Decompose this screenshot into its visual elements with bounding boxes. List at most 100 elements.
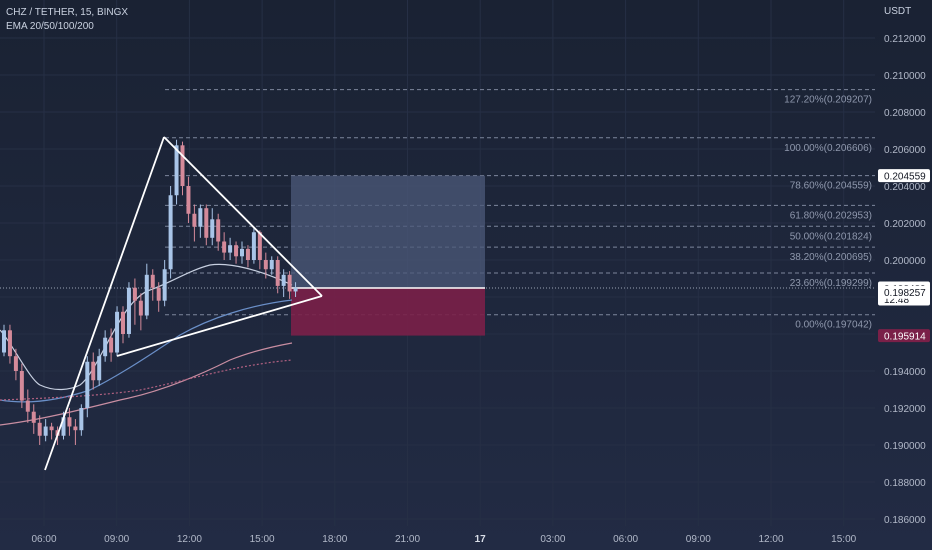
candle-body bbox=[216, 219, 221, 242]
time-tick: 15:00 bbox=[831, 534, 856, 545]
time-tick: 18:00 bbox=[322, 534, 347, 545]
ema-100-line bbox=[0, 342, 293, 426]
candle-body bbox=[31, 411, 36, 423]
price-tick: 0.208000 bbox=[884, 108, 926, 119]
candle-body bbox=[67, 417, 72, 427]
long-position-tool[interactable] bbox=[291, 175, 485, 336]
price-tick: 0.210000 bbox=[884, 71, 926, 82]
price-tick: 0.212000 bbox=[884, 34, 926, 45]
candle-body bbox=[228, 245, 233, 253]
candle-body bbox=[37, 422, 42, 436]
chart-legend: CHZ / TETHER, 15, BINGX EMA 20/50/100/20… bbox=[6, 6, 128, 34]
target-price-badge-bg bbox=[878, 169, 930, 183]
symbol-title[interactable]: CHZ / TETHER, 15, BINGX bbox=[6, 7, 129, 18]
candle-body bbox=[210, 219, 215, 238]
triangle-lower-line bbox=[116, 295, 323, 357]
time-tick: 12:00 bbox=[758, 534, 783, 545]
indicator-title[interactable]: EMA 20/50/100/200 bbox=[6, 21, 94, 32]
candle-body bbox=[150, 274, 155, 288]
candle-body bbox=[43, 426, 48, 436]
candle-body bbox=[168, 195, 173, 270]
stop-price-badge-bg bbox=[878, 329, 930, 343]
time-tick: 06:00 bbox=[31, 534, 56, 545]
fib-label: 50.00%(0.201824) bbox=[790, 231, 872, 242]
candle-body bbox=[19, 371, 24, 401]
fib-label: 78.60%(0.204559) bbox=[790, 181, 872, 192]
candle-body bbox=[79, 408, 84, 431]
candle-body bbox=[263, 260, 268, 270]
candle-body bbox=[109, 337, 114, 353]
time-tick: 15:00 bbox=[250, 534, 275, 545]
candle-body bbox=[192, 213, 197, 227]
candle-body bbox=[162, 269, 167, 301]
ema-price-badge-value: 0.198257 bbox=[884, 288, 926, 299]
fib-retracement[interactable]: 127.20%(0.209207) 100.00%(0.206606) 78.60%… bbox=[0, 89, 875, 331]
candle-body bbox=[73, 426, 78, 431]
candle-body bbox=[25, 400, 30, 412]
candle-body bbox=[240, 248, 244, 257]
price-tick: 0.206000 bbox=[884, 145, 926, 156]
price-tick: 0.204000 bbox=[884, 182, 926, 193]
time-tick: 03:00 bbox=[540, 534, 565, 545]
fib-label: 61.80%(0.202953) bbox=[790, 210, 872, 221]
fib-label: 23.60%(0.199299) bbox=[790, 278, 872, 289]
candle-body bbox=[7, 330, 12, 357]
candle-body bbox=[251, 232, 256, 260]
candle-body bbox=[198, 208, 203, 227]
trendline-up bbox=[44, 136, 165, 471]
time-tick: 06:00 bbox=[613, 534, 638, 545]
fib-label: 100.00%(0.206606) bbox=[784, 143, 872, 154]
candle-body bbox=[245, 248, 250, 260]
candle-body bbox=[85, 361, 90, 408]
candles bbox=[2, 139, 298, 445]
currency-label: USDT bbox=[884, 6, 911, 17]
time-tick: 12:00 bbox=[177, 534, 202, 545]
candle-body bbox=[61, 417, 66, 436]
candle-body bbox=[293, 287, 298, 292]
ema-price-badge-bg bbox=[878, 285, 930, 299]
candle-body bbox=[103, 337, 108, 357]
stop-price-badge-value: 0.195914 bbox=[884, 332, 926, 343]
time-tick: 09:00 bbox=[686, 534, 711, 545]
candle-body bbox=[126, 287, 131, 334]
candle-body bbox=[91, 361, 96, 381]
candle-body bbox=[234, 245, 239, 257]
candle-body bbox=[287, 274, 292, 292]
candle-body bbox=[156, 287, 161, 301]
time-tick: 21:00 bbox=[395, 534, 420, 545]
price-tick: 0.188000 bbox=[884, 478, 926, 489]
position-profit-zone bbox=[291, 175, 485, 288]
candle-body bbox=[281, 274, 286, 286]
drawings[interactable] bbox=[44, 136, 323, 471]
price-tick: 0.202000 bbox=[884, 219, 926, 230]
ema-200-line bbox=[0, 359, 293, 401]
candle-body bbox=[186, 186, 191, 214]
price-tick: 0.200000 bbox=[884, 256, 926, 267]
candle-body bbox=[174, 145, 179, 196]
candle-body bbox=[132, 287, 137, 301]
time-tick: 09:00 bbox=[104, 534, 129, 545]
ema-50-line bbox=[0, 299, 293, 403]
triangle-upper-line bbox=[163, 136, 323, 297]
candle-body bbox=[49, 426, 54, 431]
candle-body bbox=[144, 274, 149, 316]
fib-label: 127.20%(0.209207) bbox=[784, 95, 872, 106]
candle-body bbox=[121, 311, 125, 334]
candle-body bbox=[204, 208, 209, 238]
candle-body bbox=[2, 330, 6, 353]
candle-body bbox=[275, 260, 280, 286]
candle-body bbox=[180, 145, 185, 186]
position-loss-zone bbox=[291, 287, 485, 336]
price-tick: 0.186000 bbox=[884, 515, 926, 526]
current-price-badge-timer: 12:48 bbox=[884, 295, 909, 306]
candle-body bbox=[269, 260, 274, 270]
candle-body bbox=[13, 356, 18, 371]
price-tick: 0.190000 bbox=[884, 441, 926, 452]
candle-body bbox=[138, 300, 143, 316]
target-price-badge-value: 0.204559 bbox=[884, 172, 926, 183]
time-tick: 17 bbox=[475, 534, 487, 545]
price-tick: 0.194000 bbox=[884, 367, 926, 378]
candle-body bbox=[115, 311, 120, 353]
